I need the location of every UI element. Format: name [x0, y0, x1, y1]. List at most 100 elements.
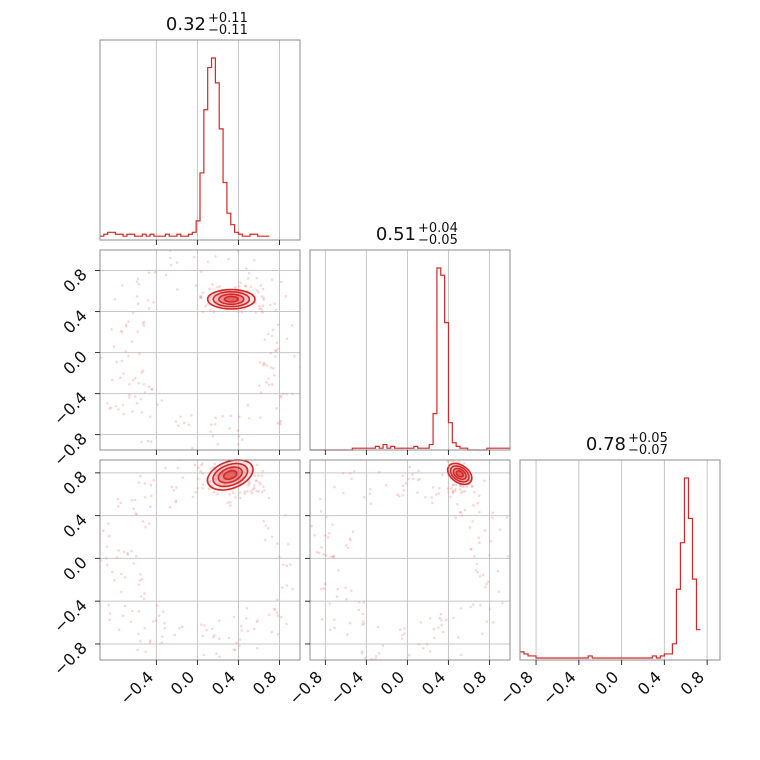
histogram-param-2	[520, 477, 701, 659]
sample-point	[460, 514, 464, 517]
sample-point	[369, 502, 373, 506]
sample-point	[142, 324, 146, 327]
sample-point	[122, 550, 126, 554]
sample-point	[119, 376, 122, 380]
sample-point	[290, 324, 294, 327]
sample-point	[480, 632, 484, 636]
sample-point	[417, 642, 421, 646]
sample-point	[441, 473, 444, 477]
sample-point	[117, 549, 120, 552]
sample-point	[150, 440, 153, 443]
sample-point	[418, 477, 422, 481]
sample-point	[139, 595, 143, 598]
sample-point	[276, 598, 279, 601]
sample-point	[136, 302, 140, 305]
x-tick-label: −0.8	[285, 667, 326, 708]
sample-point	[260, 309, 264, 313]
contour-line-level	[212, 291, 251, 308]
sample-point	[517, 545, 520, 548]
sample-point	[233, 648, 237, 652]
sample-point	[302, 375, 305, 378]
x-tick-label: −0.4	[539, 667, 580, 708]
sample-point	[237, 435, 241, 438]
sample-point	[189, 457, 192, 460]
sample-point	[117, 628, 121, 632]
sample-point	[221, 452, 224, 455]
sample-point	[361, 612, 365, 616]
sample-point	[255, 620, 259, 624]
sample-point	[154, 270, 157, 274]
sample-point	[210, 627, 214, 631]
sample-point	[148, 415, 152, 419]
y-tick-label: 0.8	[59, 265, 90, 296]
sample-point	[137, 610, 141, 613]
sample-point	[270, 630, 274, 634]
x-tick-label: 0.4	[418, 667, 449, 698]
sample-point	[362, 622, 366, 626]
sample-point	[229, 414, 233, 418]
sample-point	[452, 483, 456, 486]
scatter-samples	[92, 250, 305, 460]
sample-point	[404, 481, 408, 485]
sample-point	[215, 652, 218, 655]
sample-point	[135, 280, 139, 283]
sample-point	[428, 616, 432, 620]
panel-frame	[309, 459, 511, 661]
sample-point	[255, 490, 258, 493]
sample-point	[417, 469, 420, 473]
sample-point	[360, 650, 364, 653]
sample-point	[124, 350, 127, 353]
sample-point	[201, 483, 205, 487]
x-tick-label: 0.0	[591, 667, 622, 698]
sample-point	[213, 477, 217, 481]
sample-point	[170, 485, 174, 489]
sample-point	[135, 402, 139, 405]
sample-point	[274, 349, 277, 352]
sample-point	[259, 284, 263, 287]
sample-point	[479, 603, 482, 607]
sample-point	[151, 387, 154, 391]
title-median: 0.78	[586, 434, 626, 455]
sample-point	[130, 549, 133, 553]
scatter-samples	[310, 456, 520, 660]
sample-point	[409, 456, 412, 459]
sample-point	[348, 471, 352, 475]
sample-point	[270, 334, 274, 338]
sample-point	[248, 416, 251, 420]
sample-point	[105, 545, 109, 549]
sample-point	[484, 585, 487, 589]
panel-frame	[99, 459, 301, 661]
contour-group	[446, 462, 473, 486]
sample-point	[255, 289, 259, 292]
sample-point	[252, 484, 256, 487]
sample-point	[105, 557, 108, 560]
sample-point	[194, 284, 198, 287]
sample-point	[451, 490, 455, 494]
sample-point	[138, 579, 142, 582]
sample-point	[285, 622, 288, 626]
sample-point	[134, 512, 138, 515]
sample-point	[92, 352, 95, 355]
sample-point	[317, 551, 321, 555]
sample-point	[331, 523, 334, 527]
sample-point	[381, 644, 385, 648]
sample-point	[477, 494, 481, 497]
sample-point	[146, 298, 150, 302]
contour-group	[206, 288, 256, 310]
sample-point	[206, 302, 209, 306]
sample-point	[501, 601, 504, 605]
sample-point	[140, 578, 144, 581]
sample-point	[241, 438, 244, 441]
sample-point	[344, 543, 348, 547]
sample-point	[260, 295, 264, 298]
sample-point	[432, 627, 436, 631]
sample-point	[179, 415, 182, 419]
sample-point	[247, 479, 251, 483]
sample-point	[447, 491, 450, 494]
sample-point	[258, 304, 261, 308]
sample-point	[228, 492, 231, 496]
sample-point	[214, 455, 217, 458]
sample-point	[402, 488, 406, 492]
contour-line-level	[449, 465, 470, 483]
sample-point	[216, 443, 220, 446]
